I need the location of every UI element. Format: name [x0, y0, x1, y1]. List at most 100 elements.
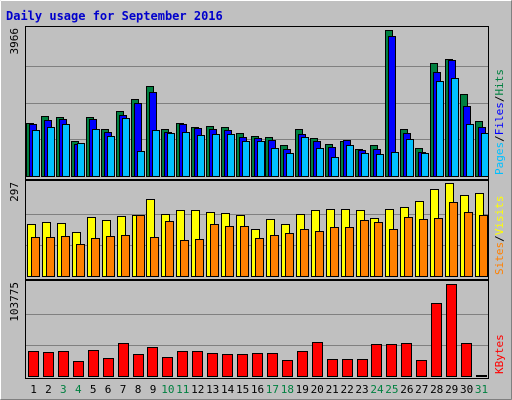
x-tick-label: 28 [430, 383, 443, 396]
legend-entry: / [493, 135, 506, 142]
bar-sites-day-21 [330, 227, 339, 277]
x-tick-label: 12 [191, 383, 204, 396]
bar-sites-day-31 [479, 215, 488, 277]
x-tick-label: 15 [236, 383, 249, 396]
bar-sites-day-13 [210, 224, 219, 277]
bar-pages-day-2 [47, 127, 55, 177]
bar-kbytes-day-20 [312, 342, 323, 377]
bar-sites-day-26 [404, 217, 413, 277]
bar-sites-day-23 [360, 220, 369, 277]
bars [26, 30, 489, 177]
bar-pages-day-28 [436, 81, 444, 177]
bar-sites-day-12 [195, 239, 204, 277]
bar-pages-day-4 [77, 143, 85, 177]
y-max-label: 297 [8, 182, 21, 202]
x-tick-label: 13 [206, 383, 219, 396]
bar-kbytes-day-19 [297, 351, 308, 377]
bar-kbytes-day-1 [28, 351, 39, 377]
x-tick-label: 22 [340, 383, 353, 396]
bar-sites-day-18 [285, 233, 294, 277]
bar-pages-day-9 [152, 130, 160, 177]
bar-sites-day-3 [61, 236, 70, 277]
bar-pages-day-17 [271, 148, 279, 177]
x-tick-label: 5 [90, 383, 97, 396]
bar-kbytes-day-9 [147, 347, 158, 377]
x-tick-label: 30 [460, 383, 473, 396]
bar-pages-day-10 [167, 133, 175, 177]
bar-sites-day-16 [255, 238, 264, 277]
x-tick-label: 7 [120, 383, 127, 396]
bar-pages-day-16 [257, 141, 265, 177]
panel-visits-sites: 297 Sites/Visits [8, 180, 506, 280]
bar-sites-day-22 [345, 227, 354, 277]
bar-sites-day-10 [165, 221, 174, 277]
x-tick-label: 19 [296, 383, 309, 396]
bars [28, 284, 487, 377]
x-tick-label: 16 [251, 383, 264, 396]
bar-kbytes-day-13 [207, 353, 218, 377]
bar-kbytes-day-12 [192, 351, 203, 377]
bars [27, 183, 488, 277]
legend-entry: KBytes [493, 334, 506, 374]
bar-kbytes-day-4 [73, 361, 84, 377]
bar-pages-day-5 [92, 129, 100, 177]
bar-kbytes-day-31 [476, 375, 487, 377]
bar-pages-day-25 [391, 152, 399, 177]
chart-title: Daily usage for September 2016 [6, 9, 223, 23]
bar-kbytes-day-22 [342, 359, 353, 377]
x-tick-label: 10 [161, 383, 174, 396]
bar-kbytes-day-6 [103, 358, 114, 377]
bar-kbytes-day-27 [416, 360, 427, 377]
x-tick-label: 31 [475, 383, 488, 396]
x-tick-label: 26 [400, 383, 413, 396]
bar-pages-day-8 [137, 151, 145, 177]
bar-sites-day-28 [434, 218, 443, 277]
y-max-label: 3966 [8, 28, 21, 55]
legend-entry: / [493, 235, 506, 242]
legend-entry: Files [493, 102, 506, 135]
bar-sites-day-27 [419, 219, 428, 277]
bar-pages-day-7 [122, 118, 130, 177]
bar-kbytes-day-29 [446, 284, 457, 377]
bar-kbytes-day-26 [401, 343, 412, 377]
panel-kbytes: 103775 KBytes [8, 280, 506, 379]
bar-pages-day-15 [242, 141, 250, 177]
plots: 3966Pages/Files/Hits297Sites/Visits10377… [8, 26, 506, 396]
bar-pages-day-24 [376, 154, 384, 177]
bar-sites-day-17 [270, 235, 279, 277]
bar-kbytes-day-30 [461, 343, 472, 377]
bar-sites-day-25 [389, 229, 398, 277]
bar-kbytes-day-16 [252, 353, 263, 377]
bar-sites-day-1 [31, 237, 40, 277]
bar-sites-day-5 [91, 238, 100, 277]
bar-kbytes-day-10 [162, 357, 173, 377]
bar-kbytes-day-2 [43, 352, 54, 377]
bar-sites-day-6 [106, 236, 115, 277]
bar-sites-day-20 [315, 231, 324, 277]
x-tick-label: 14 [221, 383, 235, 396]
bar-sites-day-9 [150, 237, 159, 277]
bar-sites-day-24 [374, 222, 383, 277]
bar-sites-day-11 [180, 240, 189, 277]
bar-pages-day-30 [466, 124, 474, 177]
bar-pages-day-26 [406, 139, 414, 177]
bar-pages-day-1 [32, 130, 40, 177]
bar-pages-day-29 [451, 78, 459, 177]
bar-sites-day-7 [121, 235, 130, 277]
bar-sites-day-2 [46, 237, 55, 277]
bar-pages-day-23 [361, 153, 369, 177]
bar-pages-day-18 [286, 153, 294, 177]
bar-pages-day-27 [421, 153, 429, 177]
x-tick-label: 9 [150, 383, 157, 396]
bar-kbytes-day-23 [357, 359, 368, 377]
bar-pages-day-13 [212, 134, 220, 177]
bar-pages-day-22 [346, 145, 354, 177]
x-tick-label: 21 [326, 383, 339, 396]
y-max-label: 103775 [8, 282, 21, 322]
x-tick-label: 18 [281, 383, 294, 396]
bar-sites-day-4 [76, 244, 85, 277]
legend: Pages/Files/Hits [493, 69, 506, 175]
bar-kbytes-day-7 [118, 343, 129, 377]
x-tick-label: 29 [445, 383, 458, 396]
